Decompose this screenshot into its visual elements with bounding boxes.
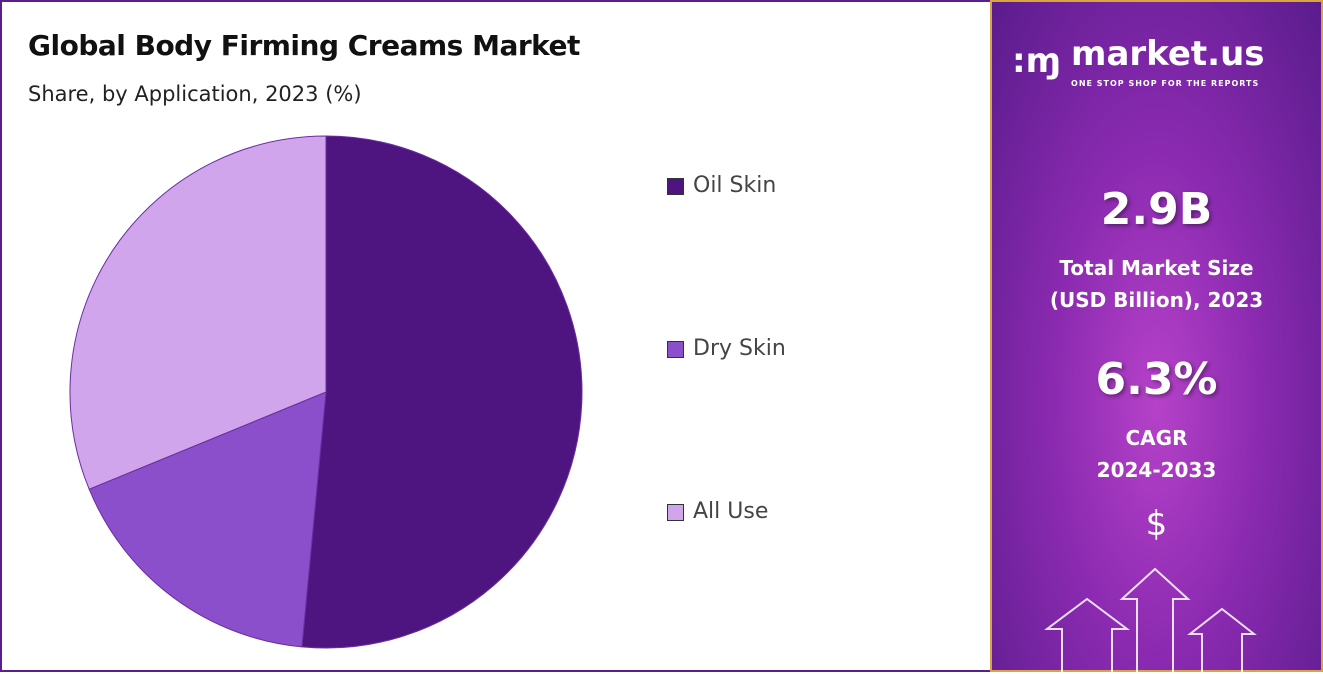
chart-subtitle: Share, by Application, 2023 (%) bbox=[28, 82, 362, 106]
legend-swatch bbox=[667, 503, 684, 521]
pie-slice-dry-skin bbox=[88, 391, 327, 648]
stats-panel: :ɱ market.us ONE STOP SHOP FOR THE REPOR… bbox=[990, 0, 1323, 674]
cagr-label-1: CAGR bbox=[1125, 426, 1188, 450]
legend: Oil Skin Dry Skin All Use bbox=[667, 172, 786, 661]
legend-label: Oil Skin bbox=[693, 173, 777, 198]
legend-label: All Use bbox=[693, 499, 769, 524]
chart-panel: Global Body Firming Creams Market Share,… bbox=[0, 0, 990, 672]
pie-slice-oil-skin bbox=[301, 135, 583, 649]
logo-icon: :ɱ bbox=[1012, 41, 1062, 81]
cagr-label-2: 2024-2033 bbox=[1096, 458, 1217, 482]
legend-item-all-use: All Use bbox=[667, 498, 786, 526]
market-size-value: 2.9B bbox=[1100, 184, 1213, 235]
brand-name: market.us bbox=[1071, 34, 1265, 74]
market-size-label-2: (USD Billion), 2023 bbox=[1049, 288, 1264, 312]
legend-item-dry-skin: Dry Skin bbox=[667, 335, 786, 363]
cagr-value: 6.3% bbox=[1095, 354, 1218, 405]
dollar-icon: $ bbox=[1145, 504, 1168, 544]
brand-tagline: ONE STOP SHOP FOR THE REPORTS bbox=[1071, 79, 1260, 88]
chart-title: Global Body Firming Creams Market bbox=[28, 29, 580, 62]
brand-logo: :ɱ market.us ONE STOP SHOP FOR THE REPOR… bbox=[1012, 32, 1265, 90]
growth-arrows-icon bbox=[1044, 567, 1257, 674]
pie-slice-all-use bbox=[69, 135, 327, 490]
legend-swatch bbox=[667, 340, 684, 358]
legend-item-oil-skin: Oil Skin bbox=[667, 172, 786, 200]
legend-swatch bbox=[667, 177, 684, 195]
pie-chart bbox=[69, 135, 583, 649]
legend-label: Dry Skin bbox=[693, 336, 786, 361]
market-size-label-1: Total Market Size bbox=[1059, 256, 1254, 280]
